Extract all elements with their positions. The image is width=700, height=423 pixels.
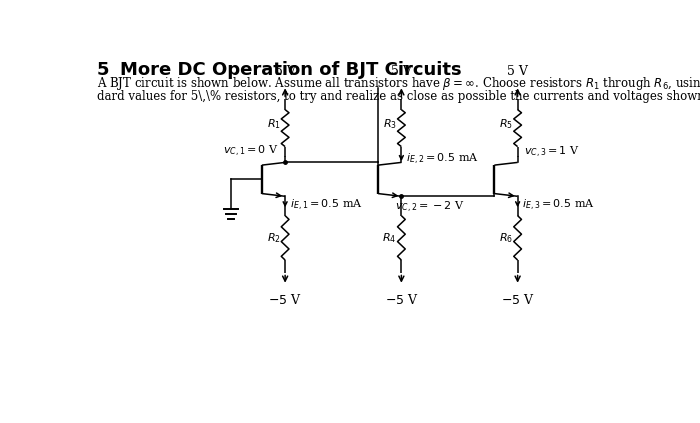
Text: $R_6$: $R_6$ — [499, 231, 513, 245]
Text: $R_1$: $R_1$ — [267, 118, 281, 131]
Text: $R_5$: $R_5$ — [499, 118, 513, 131]
Text: $v_{C,1} = 0$ V: $v_{C,1} = 0$ V — [223, 144, 279, 159]
Text: $i_{E,3} = 0.5$ mA: $i_{E,3} = 0.5$ mA — [522, 198, 595, 213]
Text: $R_4$: $R_4$ — [382, 231, 397, 245]
Text: $v_{C,2} = -2$ V: $v_{C,2} = -2$ V — [395, 200, 465, 215]
Text: $R_2$: $R_2$ — [267, 231, 281, 245]
Text: 5: 5 — [97, 61, 109, 79]
Text: $v_{C,3} = 1$ V: $v_{C,3} = 1$ V — [524, 145, 580, 160]
Text: 5 V: 5 V — [391, 65, 412, 78]
Text: $-5$ V: $-5$ V — [500, 293, 534, 308]
Text: $R_3$: $R_3$ — [383, 118, 397, 131]
Text: 5 V: 5 V — [274, 65, 295, 78]
Text: More DC Operation of BJT Circuits: More DC Operation of BJT Circuits — [120, 61, 462, 79]
Text: $-5$ V: $-5$ V — [384, 293, 418, 308]
Text: $i_{E,2} = 0.5$ mA: $i_{E,2} = 0.5$ mA — [406, 152, 479, 167]
Text: 5 V: 5 V — [508, 65, 528, 78]
Text: $-5$ V: $-5$ V — [268, 293, 302, 308]
Text: $i_{E,1} = 0.5$ mA: $i_{E,1} = 0.5$ mA — [290, 198, 363, 213]
Text: dard values for 5\,\% resistors, to try and realize as close as possible the cur: dard values for 5\,\% resistors, to try … — [97, 90, 700, 103]
Text: A BJT circuit is shown below. Assume all transistors have $\beta = \infty$. Choo: A BJT circuit is shown below. Assume all… — [97, 74, 700, 92]
